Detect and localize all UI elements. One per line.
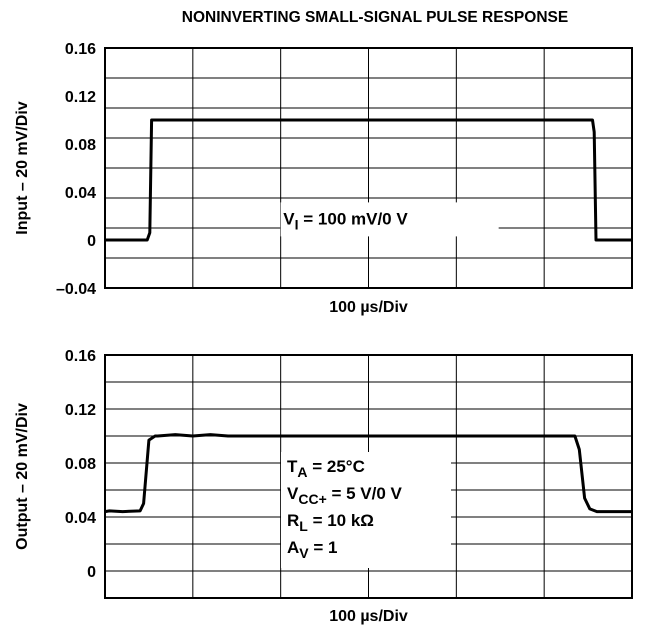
annotation-line: RL = 10 kΩ bbox=[287, 511, 374, 534]
y-tick-label: 0 bbox=[87, 233, 96, 250]
x-axis-label: 100 µs/Div bbox=[329, 299, 408, 316]
annotation-bg bbox=[280, 202, 499, 237]
plot-input: VI = 100 mV/0 V 0.16 0.12 0.08 0.04 0 –0.04 Inp… bbox=[14, 41, 633, 316]
output-trace bbox=[104, 433, 632, 514]
y-tick-label: 0.04 bbox=[65, 510, 96, 527]
annotation-line: AV = 1 bbox=[287, 538, 337, 561]
y-tick-label: 0.12 bbox=[65, 89, 96, 106]
y-tick-label: 0.12 bbox=[65, 402, 96, 419]
y-tick-label: 0.16 bbox=[65, 41, 96, 58]
plot-border bbox=[104, 47, 633, 289]
y-tick-label: 0 bbox=[87, 564, 96, 581]
y-axis-label: Input – 20 mV/Div bbox=[14, 101, 31, 234]
y-tick-label: 0.04 bbox=[65, 185, 96, 202]
plot-output: TA = 25°C VCC+ = 5 V/0 V RL = 10 kΩ AV = 1 0… bbox=[14, 348, 633, 625]
x-axis-label: 100 µs/Div bbox=[329, 608, 408, 625]
y-tick-label: –0.04 bbox=[56, 281, 96, 298]
input-trace bbox=[105, 118, 632, 242]
y-axis-label: Output – 20 mV/Div bbox=[14, 403, 31, 550]
annotation-bg bbox=[281, 452, 451, 568]
y-tick-label: 0.08 bbox=[65, 137, 96, 154]
annotation-vi: VI = 100 mV/0 V bbox=[283, 209, 408, 232]
annotation-line: VCC+ = 5 V/0 V bbox=[287, 484, 403, 507]
y-tick-label: 0.16 bbox=[65, 348, 96, 365]
y-tick-label: 0.08 bbox=[65, 456, 96, 473]
annotation-line: TA = 25°C bbox=[287, 457, 365, 480]
plot-border bbox=[104, 354, 633, 599]
chart-title: NONINVERTING SMALL-SIGNAL PULSE RESPONSE bbox=[182, 9, 568, 26]
